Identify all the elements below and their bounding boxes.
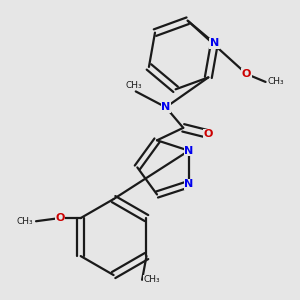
Text: CH₃: CH₃ [144, 275, 160, 284]
Text: CH₃: CH₃ [17, 217, 34, 226]
Text: N: N [184, 146, 194, 156]
Text: N: N [184, 179, 194, 189]
Text: O: O [55, 213, 64, 223]
Text: N: N [161, 102, 170, 112]
Text: N: N [210, 38, 219, 48]
Text: O: O [204, 129, 213, 139]
Text: O: O [242, 69, 251, 79]
Text: CH₃: CH₃ [267, 77, 284, 86]
Text: CH₃: CH₃ [126, 81, 142, 90]
